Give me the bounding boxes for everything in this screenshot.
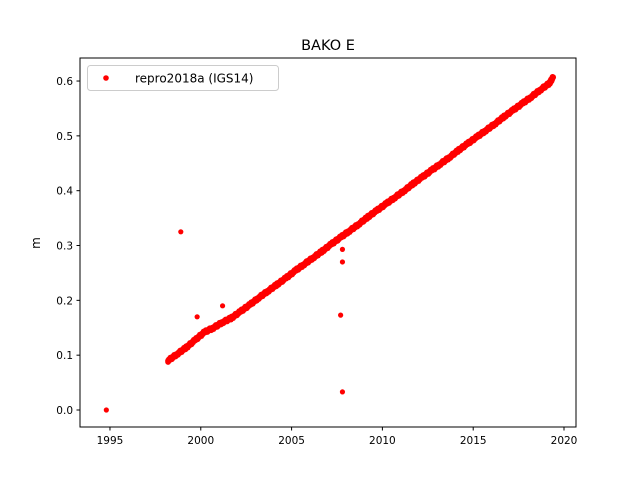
outlier-point	[178, 229, 184, 235]
data-point	[174, 351, 181, 357]
data-point	[292, 267, 299, 274]
y-tick-label: 0.0	[56, 405, 73, 417]
outlier-point	[194, 314, 200, 320]
data-point	[537, 86, 544, 93]
data-point	[274, 281, 280, 288]
data-point	[546, 80, 553, 87]
x-tick-label: 2020	[551, 435, 578, 447]
data-point	[210, 324, 217, 331]
outlier-point	[339, 246, 346, 252]
data-point	[310, 254, 317, 261]
data-point	[401, 187, 408, 194]
data-point	[483, 127, 489, 134]
data-point	[437, 160, 444, 167]
data-point	[246, 301, 253, 308]
y-tick-label: 0.4	[56, 186, 73, 198]
data-point	[301, 261, 308, 268]
data-point	[319, 248, 326, 254]
data-point	[237, 308, 244, 315]
outlier-point	[338, 312, 344, 318]
data-point	[346, 227, 353, 234]
data-point	[283, 274, 290, 281]
y-tick-label: 0.5	[56, 131, 73, 143]
data-point	[392, 194, 399, 201]
data-point	[528, 94, 535, 100]
data-point	[501, 113, 507, 120]
data-point	[265, 288, 271, 294]
x-tick-label: 2005	[278, 435, 305, 447]
outlier-point	[103, 407, 109, 413]
data-point	[165, 357, 171, 364]
data-point	[419, 174, 426, 180]
data-point	[446, 154, 453, 161]
x-tick-label: 2000	[187, 435, 214, 447]
x-tick-label: 2010	[369, 435, 396, 447]
outlier-point	[339, 259, 346, 265]
data-point	[510, 107, 517, 113]
x-tick-label: 1995	[97, 435, 124, 447]
data-point	[219, 319, 226, 326]
data-point	[550, 74, 557, 81]
data-point	[374, 207, 380, 214]
data-point	[410, 180, 417, 187]
legend: repro2018a (IGS14)	[87, 65, 279, 91]
chart-title: BAKO E	[301, 38, 355, 54]
legend-box	[87, 65, 279, 91]
data-point	[201, 329, 208, 336]
data-point	[455, 147, 462, 154]
data-point	[192, 336, 199, 343]
y-tick-label: 0.2	[56, 295, 73, 307]
data-point	[328, 240, 335, 247]
y-axis-label: m	[29, 237, 43, 249]
data-point	[428, 167, 435, 174]
data-point	[364, 214, 371, 220]
data-point	[255, 294, 262, 301]
axes-frame	[79, 57, 577, 428]
y-tick-label: 0.3	[56, 241, 73, 253]
outlier-point	[219, 303, 226, 309]
data-point	[519, 100, 526, 107]
data-point	[492, 120, 498, 127]
legend-label: repro2018a (IGS14)	[135, 72, 253, 86]
x-tick-label: 2015	[460, 435, 487, 447]
data-point	[383, 200, 389, 207]
outlier-point	[339, 389, 346, 395]
data-point	[228, 314, 235, 321]
y-tick-label: 0.1	[56, 350, 73, 362]
data-point	[183, 344, 190, 351]
y-tick-label: 0.6	[56, 76, 73, 88]
legend-marker	[103, 75, 109, 81]
data-point	[337, 234, 344, 241]
data-point	[464, 140, 471, 147]
data-point	[355, 221, 362, 228]
data-point	[473, 134, 480, 140]
